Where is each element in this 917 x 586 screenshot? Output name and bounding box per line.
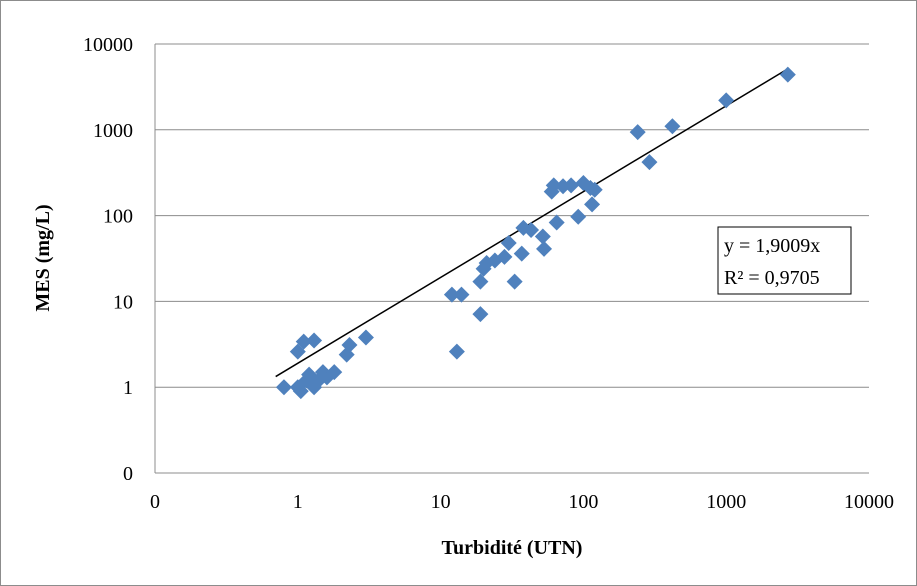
equation-box: y = 1,9009x R² = 0,9705 — [717, 226, 852, 295]
data-point — [292, 383, 309, 400]
data-point — [341, 337, 358, 354]
data-point — [486, 252, 503, 269]
data-point — [472, 273, 489, 290]
y-tick-label: 10000 — [83, 34, 133, 56]
data-point — [357, 329, 374, 346]
data-point — [500, 234, 517, 251]
data-point — [629, 124, 646, 141]
data-point — [453, 286, 470, 303]
data-point — [523, 221, 540, 238]
y-tick-label: 1 — [123, 377, 133, 399]
data-point — [326, 364, 343, 381]
data-point — [536, 240, 553, 257]
x-tick-label: 0 — [150, 491, 160, 513]
data-point — [496, 248, 513, 265]
data-point — [664, 118, 681, 135]
x-tick-label: 10000 — [844, 491, 894, 513]
data-point — [548, 214, 565, 231]
data-point — [779, 66, 796, 83]
y-tick-labels: 0 1 10 100 1000 10000 — [83, 34, 133, 485]
y-tick-label: 100 — [103, 206, 133, 228]
data-point — [586, 181, 603, 198]
data-point — [448, 343, 465, 360]
y-tick-label: 1000 — [93, 120, 133, 142]
data-point — [306, 332, 323, 349]
data-points — [275, 66, 796, 400]
data-point — [534, 228, 551, 245]
data-point — [570, 208, 587, 225]
grid-lines — [155, 43, 869, 388]
y-axis-title: MES (mg/L) — [32, 204, 54, 311]
y-tick-label: 0 — [123, 463, 133, 485]
x-tick-label: 100 — [568, 491, 598, 513]
data-point — [584, 196, 601, 213]
data-point — [295, 333, 312, 350]
x-tick-label: 1 — [293, 491, 303, 513]
data-point — [513, 245, 530, 262]
data-point — [563, 177, 580, 194]
data-point — [275, 379, 292, 396]
x-tick-label: 10 — [431, 491, 451, 513]
r-squared-line: R² = 0,9705 — [724, 267, 820, 289]
data-point — [506, 273, 523, 290]
x-tick-label: 1000 — [706, 491, 746, 513]
data-point — [718, 92, 735, 109]
data-point — [641, 154, 658, 171]
plot-border — [154, 44, 869, 474]
data-point — [545, 177, 562, 194]
x-tick-labels: 0 1 10 100 1000 10000 — [150, 491, 894, 513]
y-tick-label: 10 — [113, 291, 133, 313]
data-point — [443, 286, 460, 303]
x-axis-title: Turbidité (UTN) — [442, 537, 583, 559]
equation-line: y = 1,9009x — [724, 235, 820, 257]
data-point — [472, 306, 489, 323]
